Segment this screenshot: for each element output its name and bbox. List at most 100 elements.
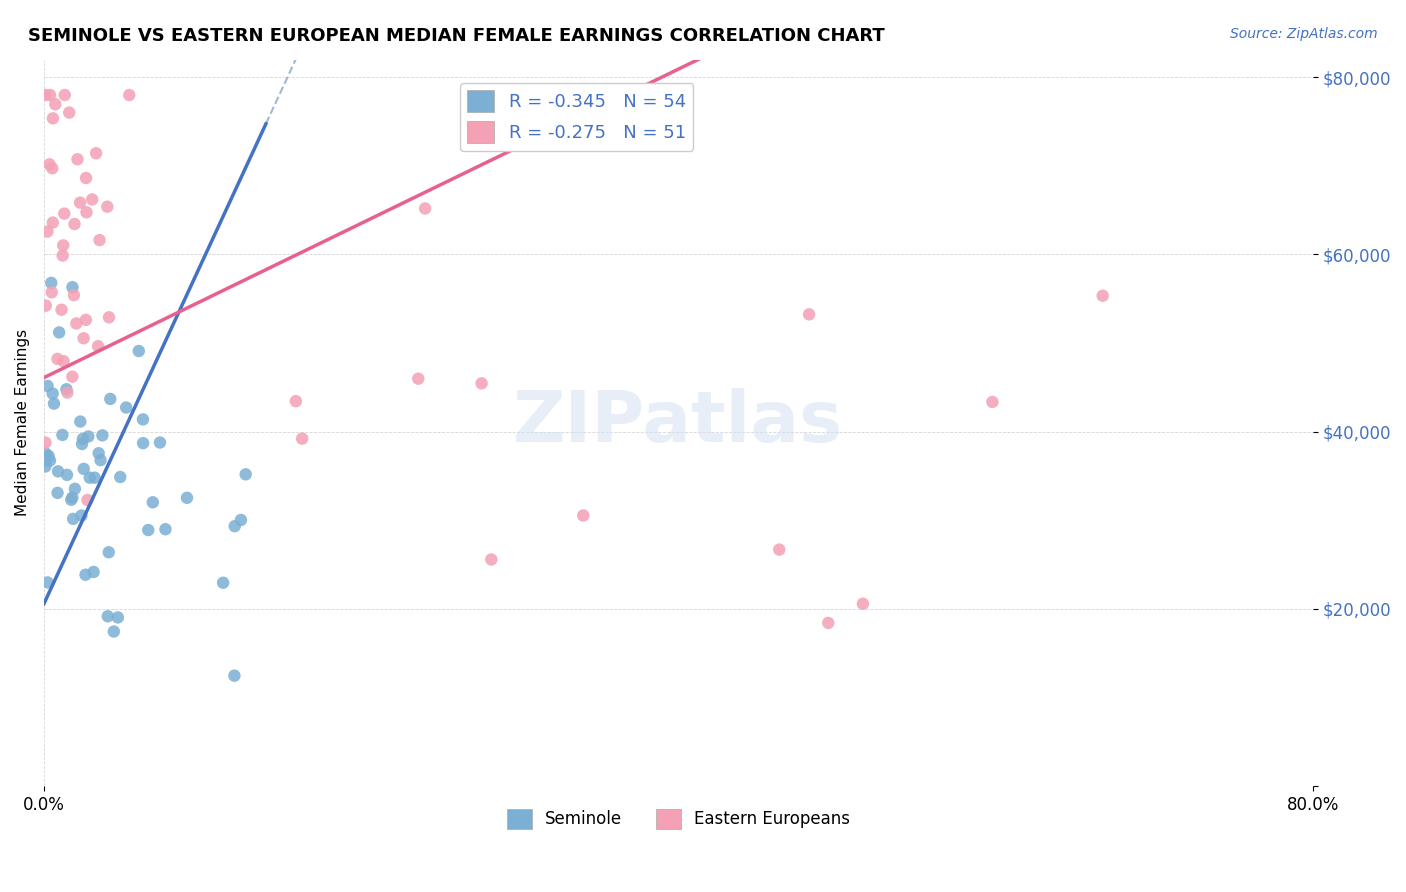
- Point: [82, 193, 104, 207]
- Point: [37, 379, 59, 393]
- Point: [48, 326, 70, 340]
- Point: [115, 401, 138, 415]
- Text: ZIPatlas: ZIPatlas: [513, 388, 844, 458]
- Point: [572, 508, 595, 523]
- Point: [38, 157, 60, 171]
- Point: [52, 249, 75, 263]
- Point: [35, 446, 58, 460]
- Point: [136, 523, 159, 537]
- Point: [132, 412, 155, 426]
- Point: [34, 435, 56, 450]
- Point: [118, 88, 141, 103]
- Point: [176, 491, 198, 505]
- Point: [768, 542, 790, 557]
- Point: [41, 161, 63, 176]
- Point: [76, 493, 98, 508]
- Point: [132, 436, 155, 450]
- Point: [69, 415, 91, 429]
- Point: [60, 491, 83, 505]
- Point: [52, 238, 75, 252]
- Point: [75, 313, 97, 327]
- Point: [142, 495, 165, 509]
- Point: [38, 449, 60, 463]
- Text: Source: ZipAtlas.com: Source: ZipAtlas.com: [1230, 27, 1378, 41]
- Point: [39, 453, 62, 467]
- Point: [79, 471, 101, 485]
- Point: [34, 88, 56, 103]
- Point: [291, 432, 314, 446]
- Point: [39, 88, 62, 103]
- Point: [77, 429, 100, 443]
- Point: [42, 396, 65, 410]
- Point: [60, 492, 83, 507]
- Point: [155, 522, 177, 536]
- Point: [34, 459, 56, 474]
- Point: [69, 195, 91, 210]
- Point: [406, 372, 429, 386]
- Point: [229, 513, 252, 527]
- Point: [62, 280, 84, 294]
- Point: [212, 575, 235, 590]
- Text: SEMINOLE VS EASTERN EUROPEAN MEDIAN FEMALE EARNINGS CORRELATION CHART: SEMINOLE VS EASTERN EUROPEAN MEDIAN FEMA…: [28, 27, 884, 45]
- Point: [42, 112, 65, 126]
- Point: [96, 200, 118, 214]
- Point: [66, 153, 89, 167]
- Point: [852, 597, 875, 611]
- Point: [62, 512, 84, 526]
- Point: [63, 482, 86, 496]
- Point: [41, 386, 63, 401]
- Point: [224, 668, 246, 682]
- Point: [83, 471, 105, 485]
- Point: [73, 462, 96, 476]
- Y-axis label: Median Female Earnings: Median Female Earnings: [15, 329, 30, 516]
- Point: [471, 376, 494, 391]
- Point: [90, 453, 112, 467]
- Point: [70, 508, 93, 523]
- Point: [51, 428, 73, 442]
- Point: [235, 467, 257, 482]
- Point: [797, 307, 820, 321]
- Point: [37, 575, 59, 590]
- Legend: Seminole, Eastern Europeans: Seminole, Eastern Europeans: [501, 802, 856, 836]
- Point: [75, 171, 97, 186]
- Point: [149, 435, 172, 450]
- Point: [56, 385, 79, 400]
- Point: [817, 615, 839, 630]
- Point: [65, 317, 87, 331]
- Point: [87, 446, 110, 460]
- Point: [60, 369, 83, 384]
- Point: [98, 310, 121, 325]
- Point: [53, 206, 76, 220]
- Point: [56, 467, 79, 482]
- Point: [87, 339, 110, 353]
- Point: [41, 285, 63, 300]
- Point: [53, 88, 76, 103]
- Point: [98, 392, 121, 406]
- Point: [103, 624, 125, 639]
- Point: [84, 146, 107, 161]
- Point: [34, 453, 56, 467]
- Point: [70, 437, 93, 451]
- Point: [89, 233, 111, 247]
- Point: [72, 432, 94, 446]
- Point: [413, 202, 436, 216]
- Point: [224, 519, 246, 533]
- Point: [63, 288, 86, 302]
- Point: [75, 567, 97, 582]
- Point: [39, 276, 62, 290]
- Point: [479, 552, 502, 566]
- Point: [97, 609, 120, 624]
- Point: [46, 486, 69, 500]
- Point: [55, 382, 77, 396]
- Point: [76, 205, 98, 219]
- Point: [35, 299, 58, 313]
- Point: [58, 105, 80, 120]
- Point: [91, 428, 114, 442]
- Point: [83, 565, 105, 579]
- Point: [97, 545, 120, 559]
- Point: [110, 470, 132, 484]
- Point: [63, 217, 86, 231]
- Point: [51, 302, 73, 317]
- Point: [128, 344, 150, 359]
- Point: [37, 225, 59, 239]
